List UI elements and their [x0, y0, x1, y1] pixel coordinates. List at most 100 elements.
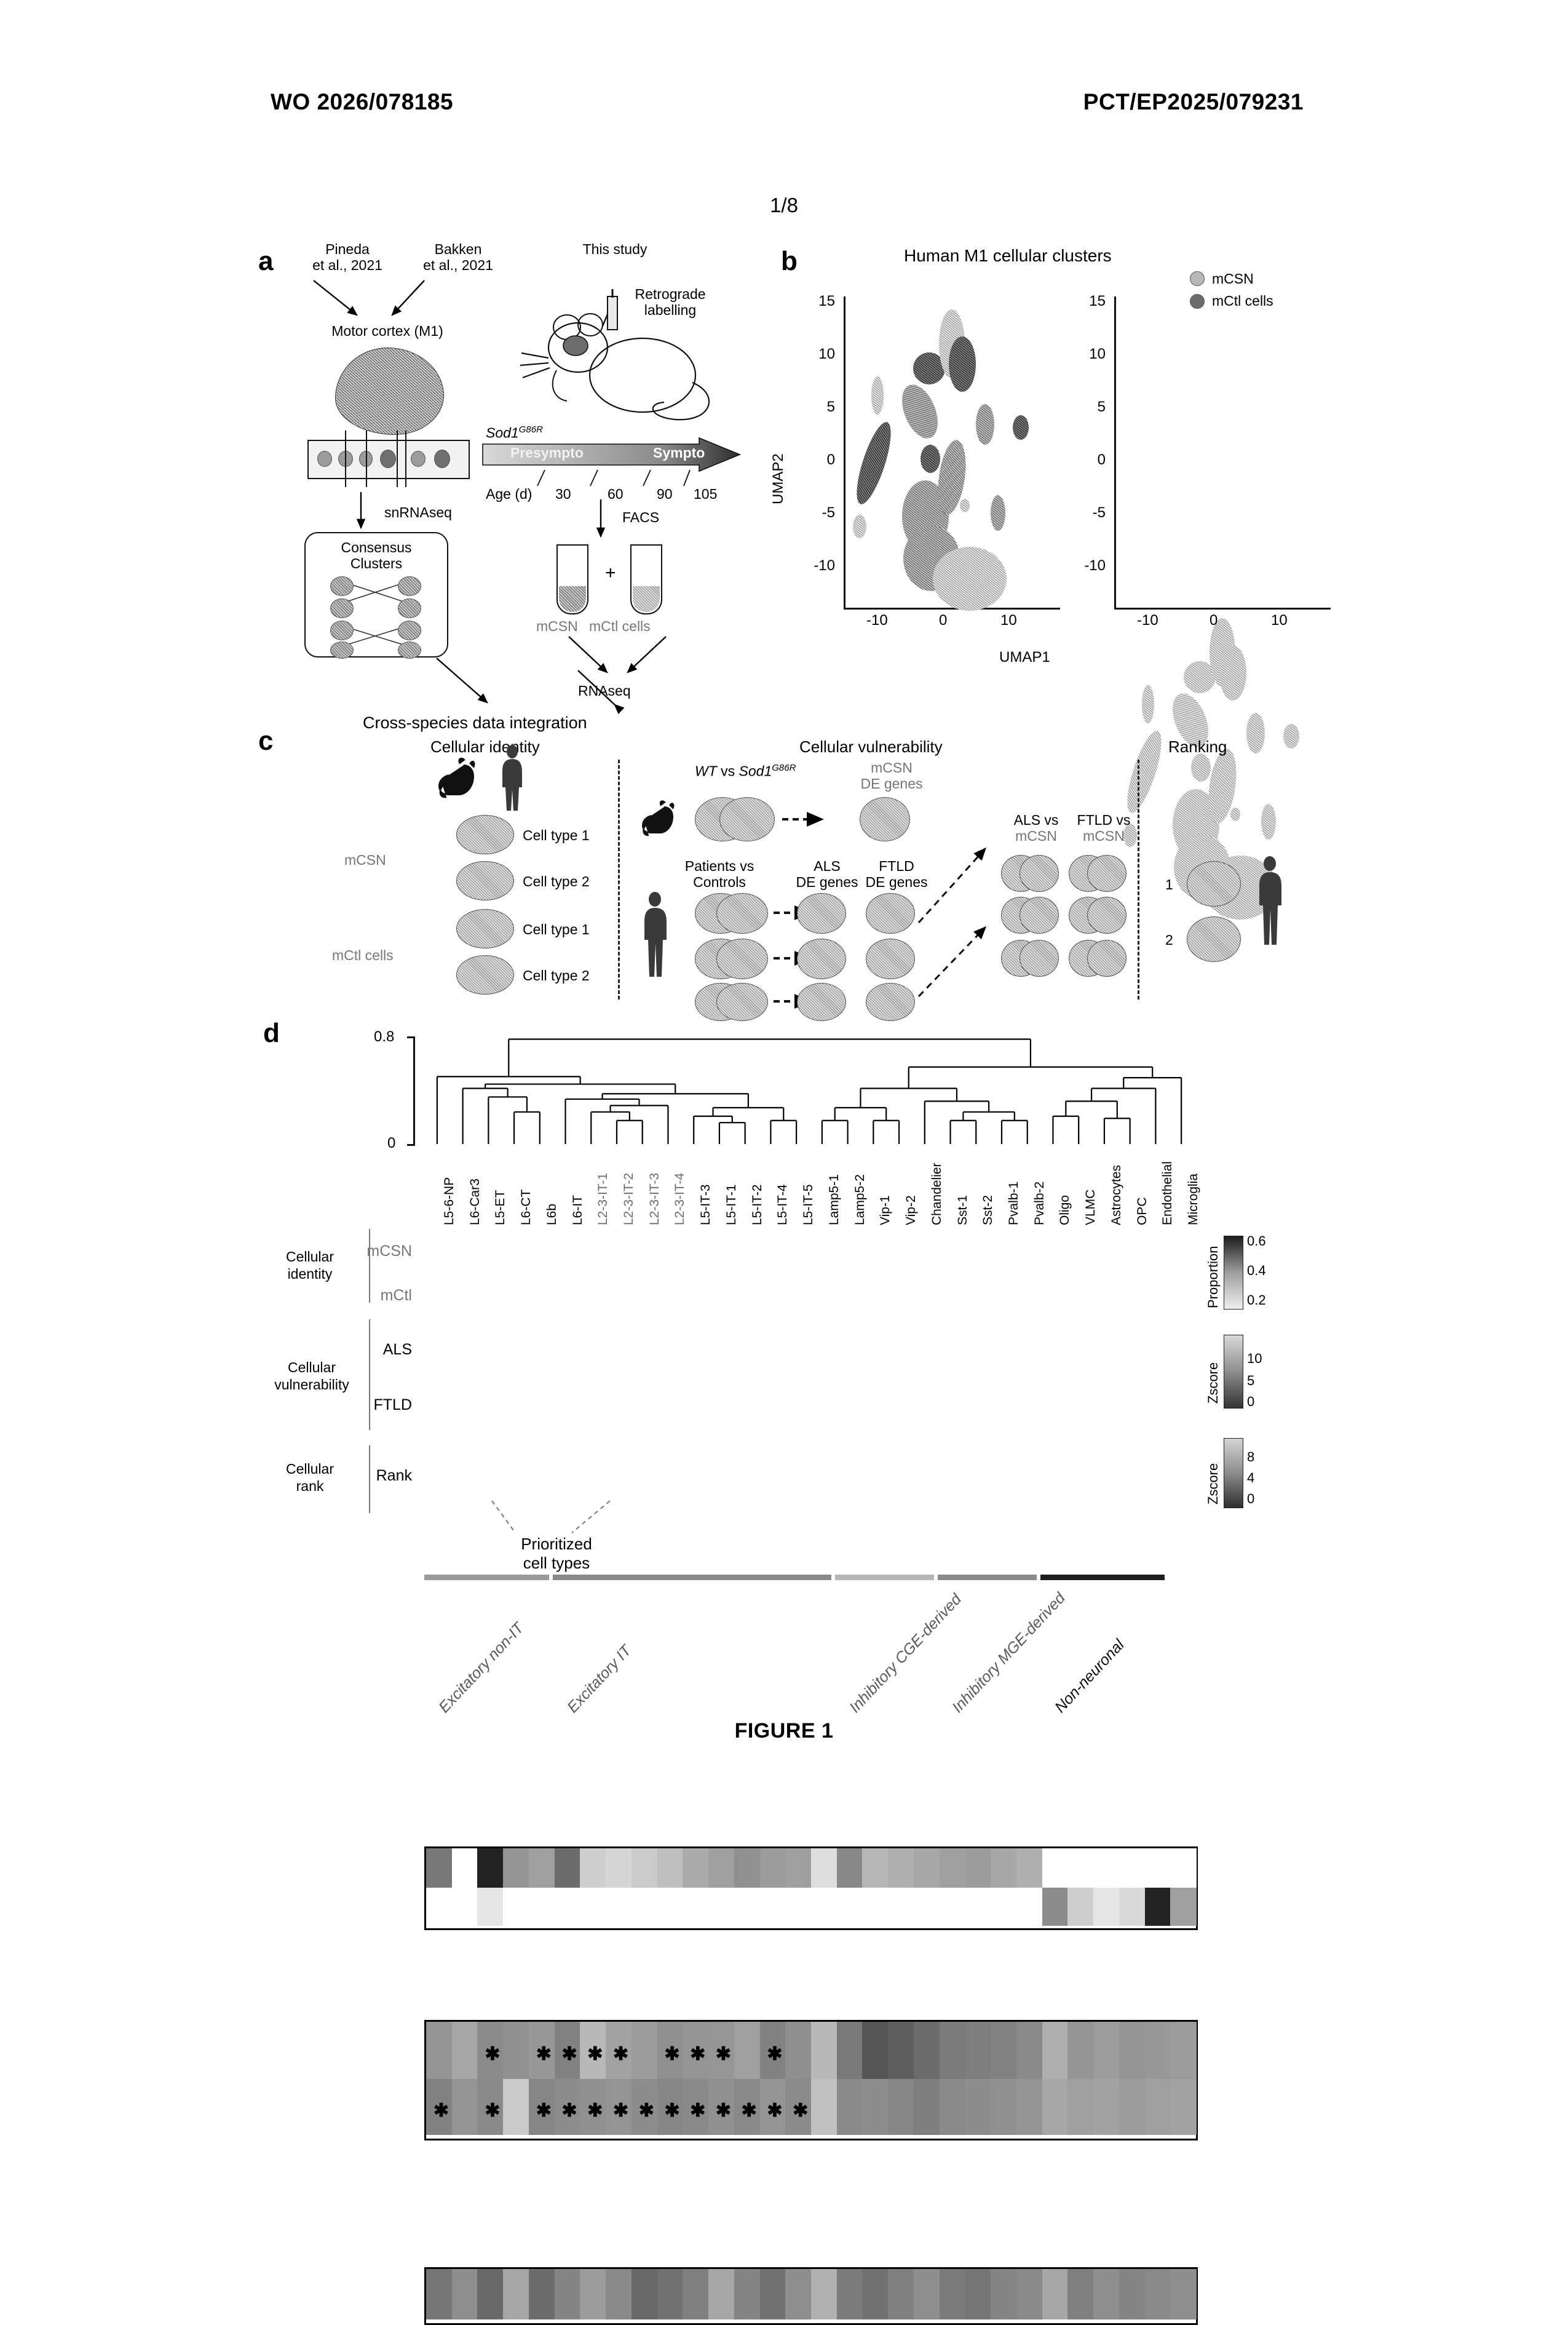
- heatmap-cell: [632, 1888, 658, 1926]
- heatmap-cell: [1016, 1888, 1043, 1926]
- heatmap-cell: [1145, 2269, 1171, 2319]
- xtick-10-left: 10: [1000, 612, 1017, 629]
- identity-celltype-3: Cell type 1: [523, 921, 590, 937]
- heatmap-cell: [477, 1848, 504, 1888]
- source-bakken-line2: et al., 2021: [394, 257, 523, 273]
- dendrogram-label-l2-3-it-1: L2-3-IT-1: [596, 1173, 611, 1225]
- category-bar-1: [553, 1575, 831, 1580]
- heatmap-cellular-identity: [424, 1846, 1198, 1930]
- rowgroup-vuln-line1: Cellular: [253, 1359, 370, 1377]
- consensus-clusters-box: Consensus Clusters: [304, 532, 448, 658]
- heatmap-cell: [1042, 1888, 1069, 1926]
- patients-circle-r2b: [716, 939, 768, 979]
- heatmap-cell: [632, 2079, 658, 2135]
- dendrogram-label-l5-it-5: L5-IT-5: [801, 1184, 816, 1225]
- heatmap-cell: [760, 1888, 786, 1926]
- wt-vs-sod1: WT vs Sod1G86R: [695, 763, 796, 779]
- heatmap-cell: [452, 1848, 478, 1888]
- application-number: PCT/EP2025/079231: [1083, 89, 1304, 115]
- ytick-15-r: 15: [1089, 293, 1106, 310]
- age-tick-30: 30: [555, 486, 571, 502]
- dendrogram-label-l5-et: L5-ET: [493, 1190, 508, 1225]
- panel-c-title-ranking: Ranking: [1168, 738, 1227, 757]
- heatmap-cell: [503, 2079, 529, 2135]
- mouse-illustration: [510, 289, 732, 424]
- heatmap-cell: [1119, 2022, 1146, 2079]
- dendrogram-label-l5-it-2: L5-IT-2: [750, 1184, 765, 1225]
- patients-line2: Controls: [670, 874, 769, 890]
- heatmap-cell: [555, 2022, 581, 2079]
- venn-als-r3b: [1020, 940, 1059, 977]
- heatmap-cell: [965, 2269, 991, 2319]
- tube-label-mcsn: mCSN: [536, 618, 578, 634]
- patients-circle-r1b: [716, 893, 768, 934]
- heatmap-cell: [632, 2022, 658, 2079]
- dendrogram: [424, 1033, 1196, 1147]
- heatmap-cell: [940, 2269, 966, 2319]
- brain-illustration: [335, 348, 444, 435]
- dendrogram-label-l5-6-np: L5-6-NP: [442, 1177, 457, 1225]
- this-study-title: This study: [541, 241, 689, 257]
- ytick-0-r: 0: [1098, 451, 1106, 469]
- wt-label: WT: [695, 763, 717, 779]
- heatmap-cell: [785, 2022, 812, 2079]
- heatmap-cell: [965, 2022, 991, 2079]
- panel-c-title-vulnerability: Cellular vulnerability: [799, 738, 943, 757]
- heatmap-cell: [632, 2269, 658, 2319]
- source-bakken-line1: Bakken: [394, 241, 523, 257]
- heatmap-cell: [1016, 1848, 1043, 1888]
- dendrogram-label-l2-3-it-2: L2-3-IT-2: [622, 1173, 636, 1225]
- heatmap-cell: [426, 2022, 453, 2079]
- heatmap-cell: [1042, 2022, 1069, 2079]
- consensus-graph: [306, 571, 447, 654]
- dendrogram-label-sst-1: Sst-1: [956, 1195, 970, 1225]
- heatmap-cell: [452, 1888, 478, 1926]
- ftld-de-circle-r3: [866, 983, 915, 1021]
- heatmap-cell: [529, 2079, 555, 2135]
- motor-cortex-label: Motor cortex (M1): [295, 323, 480, 339]
- patients-vs-controls: Patients vs Controls: [670, 858, 769, 891]
- heatmap-cell: [991, 1888, 1017, 1926]
- mouse-silhouette-vuln: [639, 800, 676, 840]
- integration-arrows: [430, 658, 639, 713]
- heatmap-cell: [529, 2022, 555, 2079]
- heatmap-cell: [503, 1848, 529, 1888]
- prioritized-line1: Prioritized: [486, 1535, 627, 1554]
- human-silhouette-ranking: [1254, 855, 1285, 966]
- legend-zscore-rank-tick-3: 0: [1247, 1491, 1254, 1507]
- heatmap-cell: [837, 1888, 863, 1926]
- genotype-sup: G86R: [519, 424, 543, 435]
- snrnaseq-arrow: [354, 492, 378, 535]
- dendrogram-label-endothelial: Endothelial: [1160, 1161, 1175, 1225]
- ytick-m10-r: -10: [1084, 557, 1106, 574]
- dendrogram-label-pvalb-1: Pvalb-1: [1007, 1182, 1021, 1225]
- heatmap-cell: [785, 1888, 812, 1926]
- tube-plus: +: [605, 563, 616, 584]
- heatmap-cell: [1093, 2079, 1120, 2135]
- heatmap-cell: [965, 2079, 991, 2135]
- dendrogram-label-l2-3-it-3: L2-3-IT-3: [647, 1173, 662, 1225]
- panel-c-divider-1: [618, 760, 620, 1000]
- timeline-presympto: Presympto: [510, 445, 584, 461]
- legend-swatch-mctl: [1190, 294, 1205, 309]
- heatmap-cell: [452, 2269, 478, 2319]
- ytick-5-r: 5: [1098, 399, 1106, 416]
- legend-zscore-vuln-title: Zscore: [1205, 1362, 1221, 1404]
- heatmap-cell: [1093, 1848, 1120, 1888]
- xtick-0-left: 0: [939, 612, 947, 629]
- dendro-axis-line: [413, 1036, 415, 1146]
- dendrogram-label-lamp5-1: Lamp5-1: [827, 1174, 842, 1225]
- heatmap-cell: [1042, 2079, 1069, 2135]
- ytick-m10: -10: [814, 557, 835, 574]
- category-bar-3: [938, 1575, 1037, 1580]
- heatmap-cell: [1119, 2269, 1146, 2319]
- heatmap-cell: [760, 2269, 786, 2319]
- ftld-vs-mcsn: FTLD vs mCSN: [1070, 812, 1138, 845]
- rank-number-2: 2: [1165, 932, 1173, 948]
- rowgroup-label-vulnerability: Cellular vulnerability: [253, 1359, 370, 1393]
- heatmap-cell: [1170, 1848, 1197, 1888]
- heatmap-cell: [1145, 2022, 1171, 2079]
- legend-swatch-mcsn: [1190, 271, 1205, 286]
- prioritized-cell-types-label: Prioritized cell types: [486, 1535, 627, 1573]
- heatmap-cell: [683, 2269, 709, 2319]
